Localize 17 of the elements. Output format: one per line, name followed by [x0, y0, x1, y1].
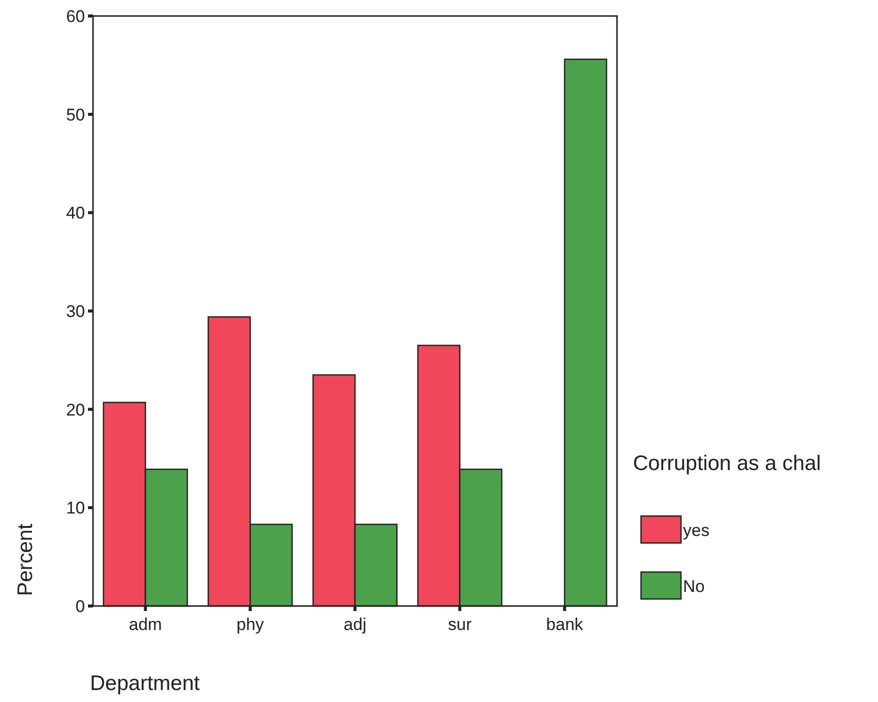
- y-tick-label: 10: [66, 498, 85, 518]
- x-tick-label: bank: [546, 615, 584, 634]
- x-tick-label: adj: [344, 615, 366, 634]
- y-tick-label: 20: [66, 400, 85, 420]
- y-axis-title: Percent: [14, 523, 37, 596]
- y-tick-label: 60: [66, 6, 85, 26]
- y-tick-label: 40: [66, 204, 85, 223]
- x-tick-label: adm: [128, 615, 162, 634]
- x-tick-label: phy: [236, 615, 264, 634]
- legend-label: No: [683, 577, 705, 596]
- y-tick-label: 30: [66, 302, 85, 321]
- x-axis-title: Department: [90, 672, 200, 695]
- y-tick-label: 50: [66, 105, 85, 124]
- legend-label: yes: [683, 521, 710, 540]
- x-tick-label: sur: [448, 615, 472, 634]
- y-tick-label: 0: [76, 596, 85, 616]
- legend-title: Corruption as a chal: [633, 452, 821, 475]
